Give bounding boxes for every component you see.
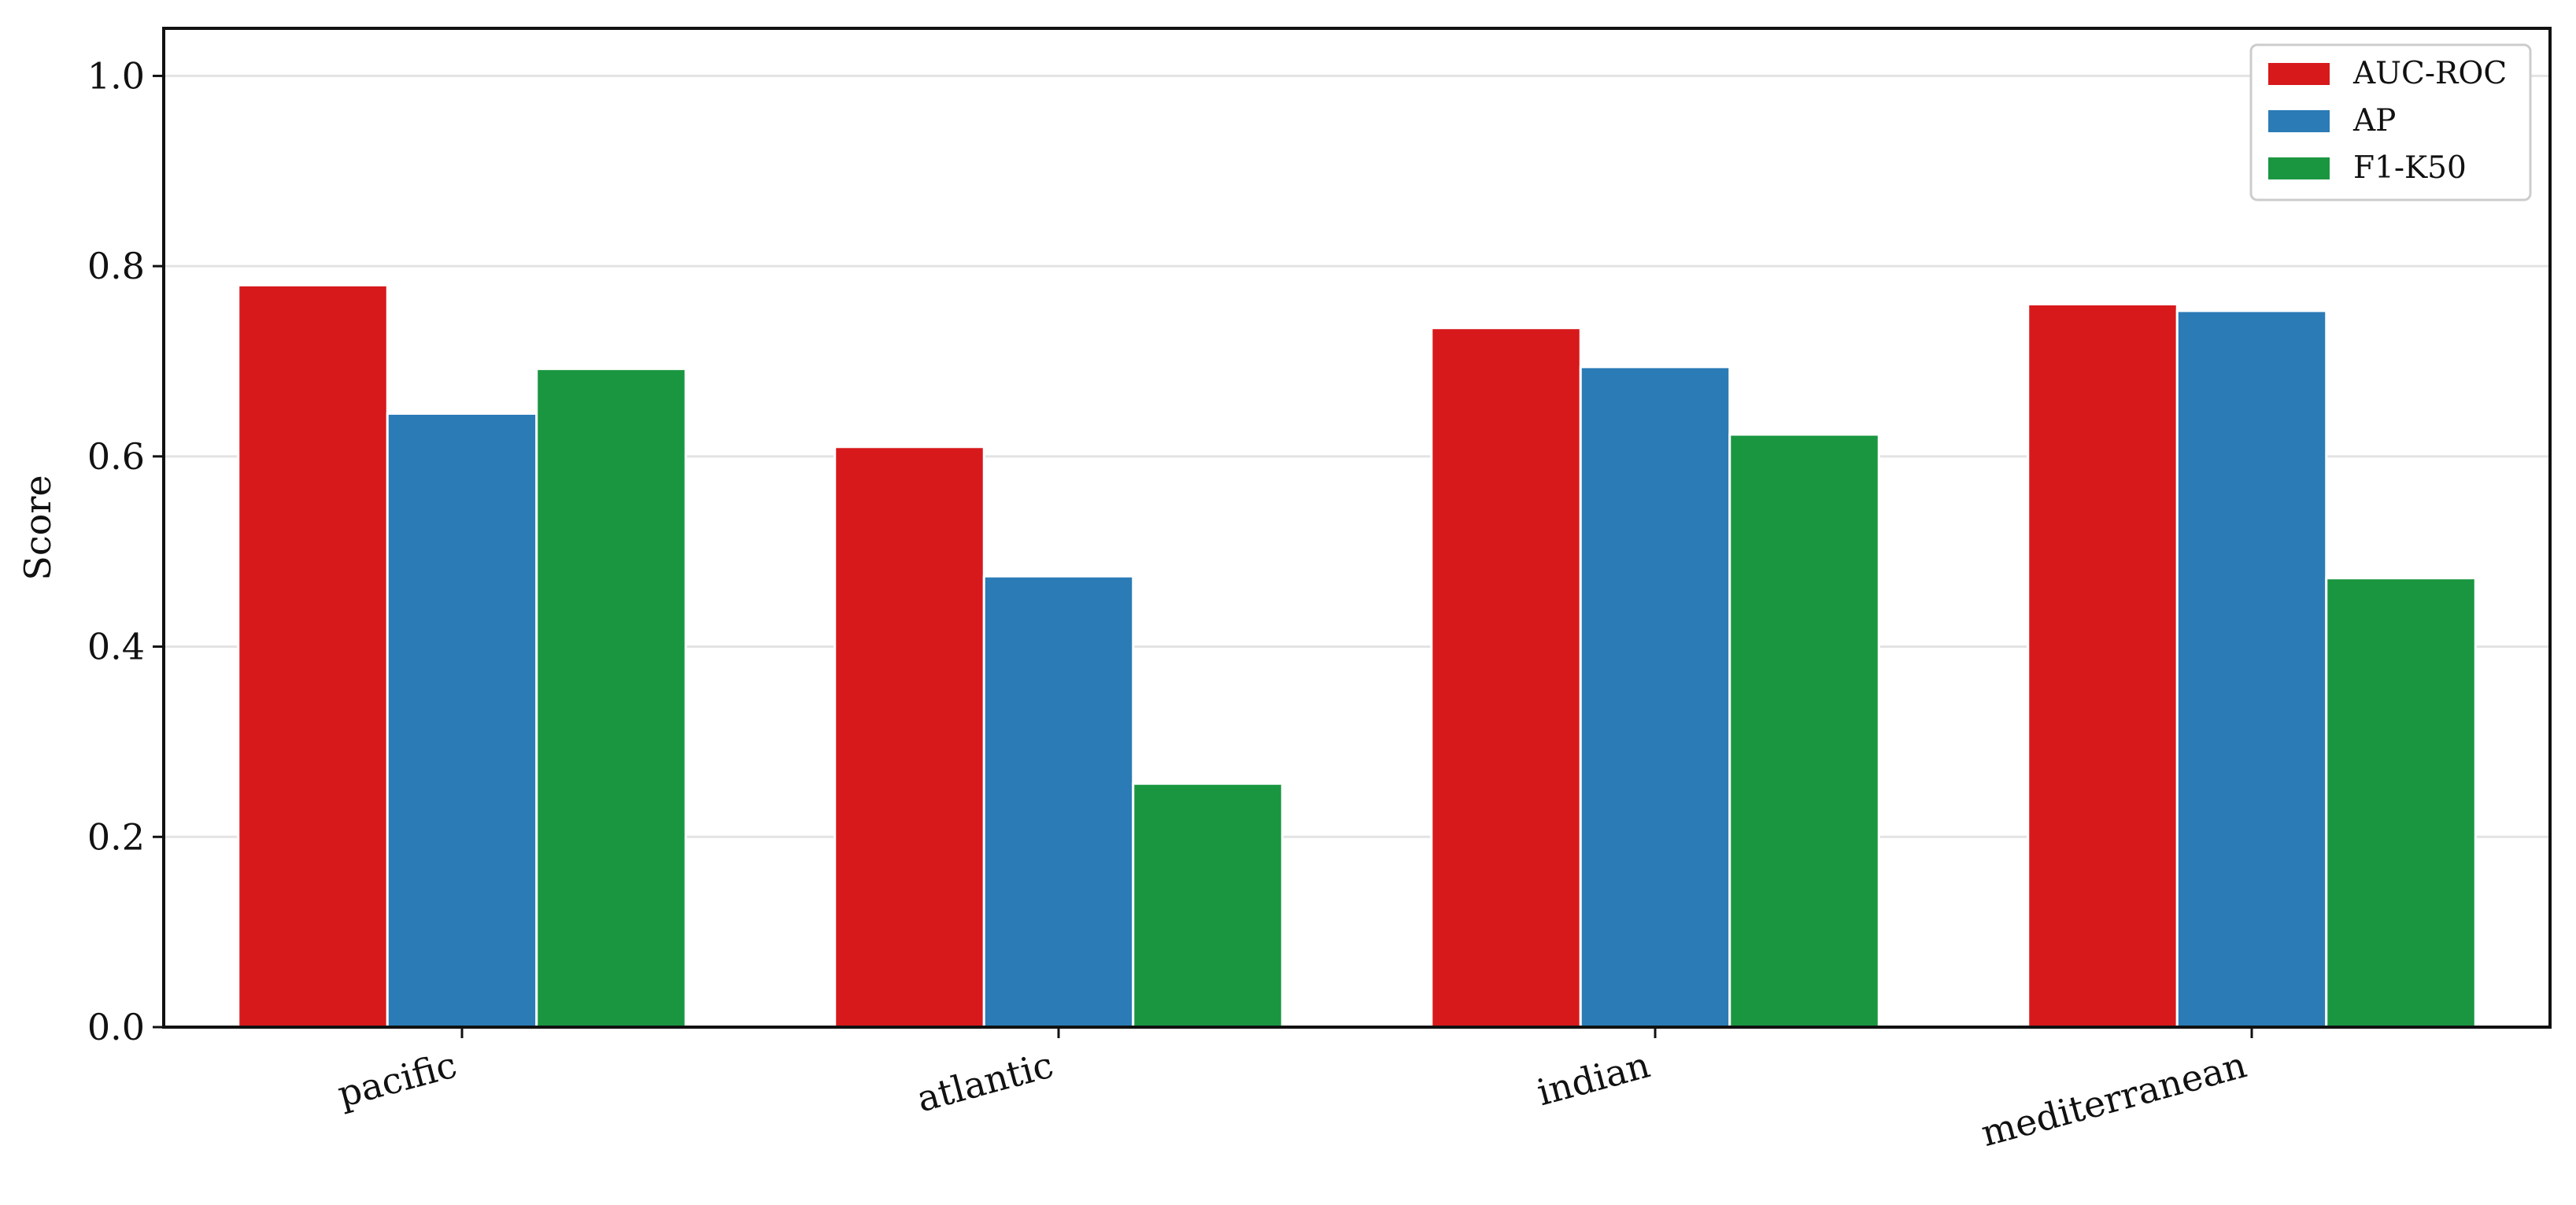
bar-mediterranean-auc-roc bbox=[2027, 302, 2179, 1029]
legend-label-f1-k50: F1-K50 bbox=[2353, 150, 2467, 186]
y-tick-label: 1.0 bbox=[87, 54, 145, 97]
bars bbox=[237, 283, 2477, 1029]
y-tick-label: 0.6 bbox=[87, 435, 145, 478]
y-tick-label: 0.2 bbox=[87, 815, 145, 858]
bar-atlantic-ap bbox=[982, 575, 1135, 1029]
legend: AUC-ROC AP F1-K50 bbox=[2249, 43, 2532, 201]
bar-atlantic-auc-roc bbox=[833, 445, 985, 1029]
bar-mediterranean-f1-k50 bbox=[2325, 577, 2477, 1029]
y-axis-label: Score bbox=[17, 475, 59, 580]
legend-label-ap: AP bbox=[2352, 103, 2396, 139]
plot-frame bbox=[162, 27, 2552, 1029]
legend-label-auc-roc: AUC-ROC bbox=[2352, 56, 2507, 91]
legend-swatch-auc-roc bbox=[2268, 63, 2330, 85]
legend-swatch-ap bbox=[2268, 110, 2330, 132]
bar-pacific-f1-k50 bbox=[535, 368, 687, 1029]
bar-indian-f1-k50 bbox=[1728, 433, 1880, 1029]
y-axis: 0.0 0.2 0.4 0.6 0.8 1.0 bbox=[87, 54, 164, 1048]
bar-indian-ap bbox=[1579, 365, 1732, 1029]
bar-indian-auc-roc bbox=[1430, 327, 1582, 1029]
y-tick-label: 0.8 bbox=[87, 245, 145, 287]
legend-swatch-f1-k50 bbox=[2268, 157, 2330, 179]
bar-atlantic-f1-k50 bbox=[1132, 782, 1284, 1029]
y-tick-label: 0.0 bbox=[87, 1006, 145, 1048]
bar-mediterranean-ap bbox=[2175, 309, 2328, 1029]
bar-pacific-ap bbox=[386, 412, 538, 1029]
y-tick-label: 0.4 bbox=[87, 626, 145, 668]
bar-pacific-auc-roc bbox=[237, 283, 389, 1029]
